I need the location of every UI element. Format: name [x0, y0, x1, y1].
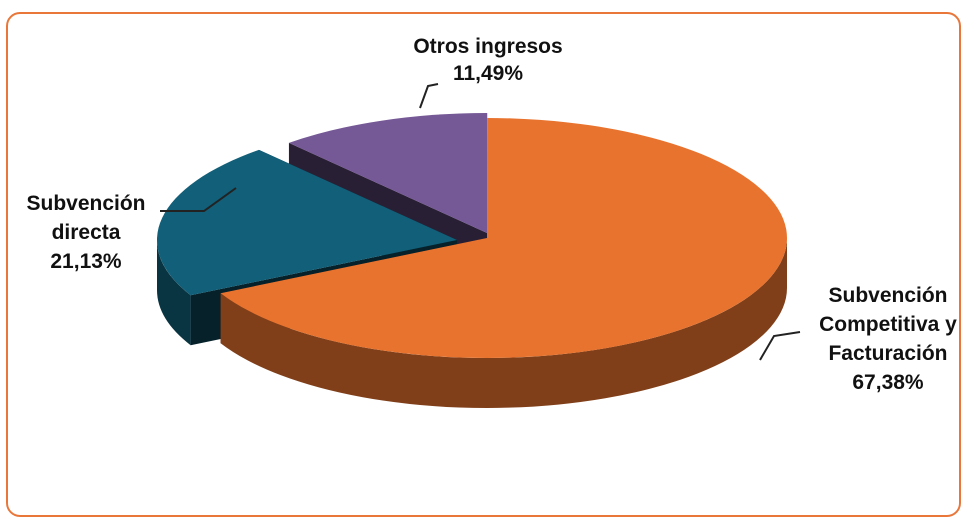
pie-slices: [157, 113, 787, 409]
slice-label-otros-ingresos: Otros ingresos: [413, 35, 562, 58]
leader-line-subvencion-directa: [160, 187, 237, 212]
slice-label-subvencion-competitiva-line2: Competitiva y: [819, 313, 957, 336]
pie-slice-top-subvencion-directa: [157, 149, 457, 296]
slice-value-subvencion-competitiva: 67,38%: [852, 371, 924, 394]
leader-line-subvencion-competitiva: [759, 331, 801, 361]
slice-label-subvencion-competitiva-line1: Subvención: [828, 284, 947, 307]
pie-slice-subvencion-competitiva: [220, 118, 787, 409]
slice-label-subvencion-directa-line1: Subvención: [26, 192, 145, 215]
pie-slice-top-otros-ingresos: [288, 113, 488, 233]
pie-slice-rim-subvencion-directa-0: [157, 240, 191, 346]
slice-label-subvencion-directa-line2: directa: [52, 221, 121, 244]
slice-value-subvencion-directa: 21,13%: [50, 250, 122, 273]
pie-slice-rim-subvencion-competitiva-0: [220, 238, 787, 409]
slice-label-subvencion-competitiva-line3: Facturación: [828, 342, 947, 365]
leader-line-otros-ingresos: [419, 83, 439, 109]
slice-value-otros-ingresos: 11,49%: [453, 62, 523, 85]
pie-slice-top-subvencion-competitiva: [220, 118, 787, 359]
